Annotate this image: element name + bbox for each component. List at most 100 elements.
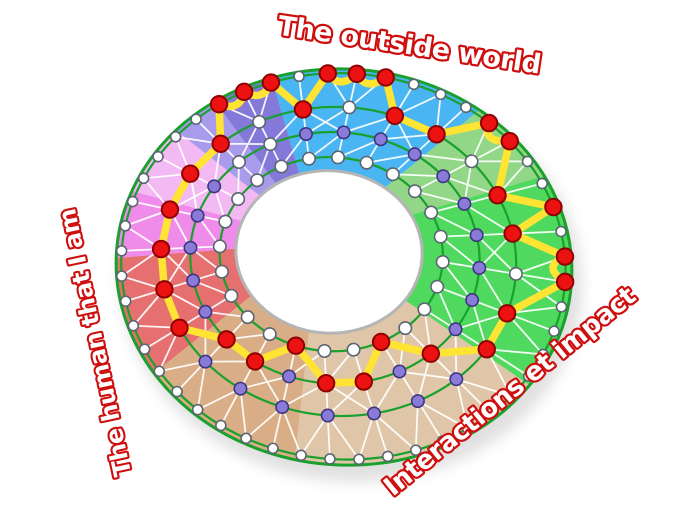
grid-node	[169, 131, 182, 143]
grid-node	[198, 304, 213, 319]
sector-rose	[116, 248, 254, 374]
path-node-red	[371, 332, 391, 352]
grid-node	[171, 385, 183, 398]
path-node-red	[151, 239, 171, 259]
grid-node	[434, 88, 447, 101]
grid-node	[367, 406, 382, 421]
path-node-red	[209, 94, 229, 114]
path-node-red	[170, 318, 189, 337]
grid-node	[385, 167, 400, 182]
grid-node	[186, 273, 201, 288]
grid-node	[152, 150, 164, 163]
grid-node	[436, 435, 449, 447]
path-node-red	[427, 125, 446, 144]
grid-node	[460, 101, 472, 114]
grid-node	[449, 372, 464, 387]
grid-node	[298, 127, 313, 142]
grid-node	[353, 453, 365, 466]
grid-node	[424, 205, 439, 220]
grid-node	[207, 179, 222, 194]
grid-node	[137, 172, 150, 185]
path-node-red	[316, 374, 336, 393]
grid-node	[240, 310, 255, 325]
grid-node	[262, 327, 277, 342]
grid-node	[231, 192, 246, 207]
grid-node	[430, 279, 445, 294]
grid-node	[373, 132, 388, 147]
grid-node	[435, 254, 450, 269]
grid-node	[398, 321, 413, 336]
grid-node	[282, 369, 297, 384]
grid-node	[317, 343, 332, 358]
grid-node	[392, 364, 407, 379]
grid-node	[407, 78, 420, 91]
path-node-red	[234, 82, 254, 102]
grid-node	[138, 343, 151, 356]
grid-node	[505, 390, 517, 402]
grid-node	[433, 229, 448, 244]
grid-node	[198, 354, 213, 369]
path-node-red	[347, 64, 367, 83]
grid-node	[555, 225, 567, 238]
sector-blue	[271, 68, 480, 190]
path-node-red	[500, 131, 519, 151]
grid-node	[301, 151, 316, 166]
path-node-red	[503, 224, 522, 243]
grid-node	[190, 208, 205, 223]
grid-node	[224, 288, 239, 303]
grid-node	[231, 154, 246, 169]
path-node-red	[555, 272, 575, 292]
grid-node	[409, 444, 422, 457]
grid-node	[484, 407, 497, 420]
grid-node	[436, 169, 451, 184]
grid-node	[320, 408, 335, 423]
grid-node	[331, 150, 346, 165]
grid-node	[115, 270, 128, 282]
grid-node	[537, 348, 549, 361]
grid-node	[183, 240, 198, 255]
grid-node	[119, 220, 132, 232]
grid-node	[215, 419, 227, 432]
grid-node	[263, 137, 278, 152]
grid-node	[346, 342, 361, 357]
path-node-red	[286, 336, 306, 355]
grid-node	[293, 70, 305, 83]
grid-node	[548, 325, 560, 337]
grid-node	[295, 449, 307, 462]
grid-node	[410, 394, 425, 409]
path-node-red	[376, 68, 395, 87]
grid-node	[336, 125, 351, 140]
grid-node	[417, 302, 432, 317]
mesh-lines	[120, 72, 567, 461]
grid-node	[115, 245, 128, 257]
grid-node	[252, 114, 267, 129]
grid-node	[457, 196, 472, 211]
grid-node	[212, 239, 227, 254]
grid-node	[126, 195, 139, 208]
grid-node	[240, 432, 252, 445]
path-node-red	[245, 352, 265, 371]
path-node-red	[181, 164, 200, 183]
center-hole	[234, 169, 424, 335]
path-node-red	[211, 134, 230, 153]
path-node-red	[421, 344, 441, 363]
path-node-red	[488, 185, 507, 205]
grid-node	[555, 301, 568, 313]
grid-node	[522, 370, 535, 382]
grid-node	[465, 293, 480, 308]
grid-node	[448, 322, 463, 337]
path-node-red	[318, 64, 337, 83]
grid-node	[472, 260, 487, 275]
grid-node	[407, 184, 422, 199]
grid-node	[275, 400, 290, 415]
grid-node	[342, 100, 357, 115]
grid-node	[250, 173, 265, 188]
grid-node	[324, 453, 336, 465]
grid-node	[191, 403, 204, 416]
path-node-red	[160, 200, 180, 219]
grid-node	[119, 295, 132, 308]
path-node-red	[385, 106, 405, 126]
grid-node	[274, 159, 289, 174]
grid-node	[469, 228, 484, 243]
